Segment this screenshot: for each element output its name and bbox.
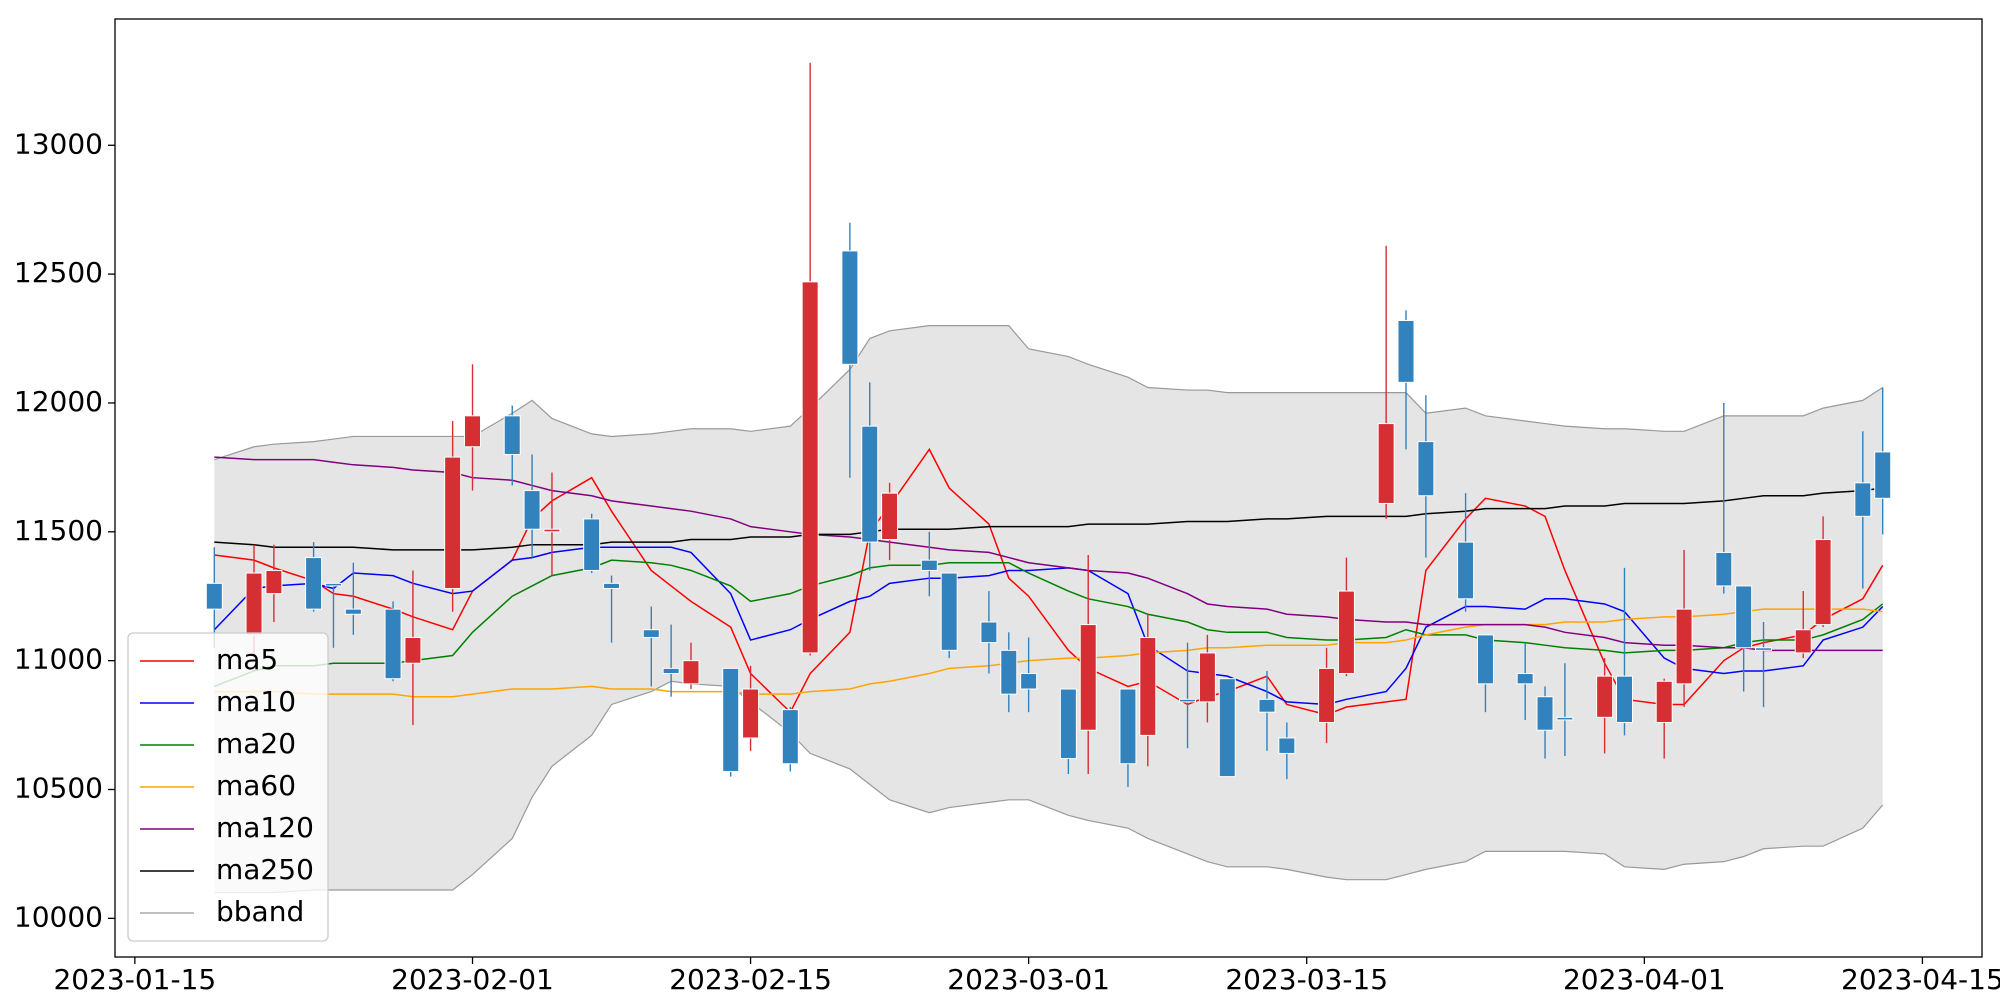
candle-body <box>980 621 998 644</box>
bband-area <box>214 325 1883 893</box>
candle-body <box>603 582 621 589</box>
candle-layer <box>205 62 1892 787</box>
candle-body <box>1655 680 1673 723</box>
candle-body <box>384 608 402 680</box>
y-tick-label: 10000 <box>14 900 103 933</box>
candle-body <box>642 629 660 638</box>
candle-body <box>1596 675 1614 718</box>
candle-body <box>1476 634 1494 685</box>
ma-line <box>214 456 1883 652</box>
candle-body <box>265 569 283 595</box>
candle-body <box>1615 675 1633 723</box>
legend-label: ma250 <box>216 853 314 886</box>
ma-line <box>213 546 1884 706</box>
x-tick-label: 2023-01-15 <box>53 963 216 996</box>
y-tick-label: 12500 <box>14 256 103 289</box>
candle-body <box>1079 624 1097 731</box>
candle-body <box>1179 698 1197 703</box>
candle-body <box>1397 320 1415 383</box>
candle-body <box>742 688 760 739</box>
y-tick-label: 13000 <box>14 127 103 160</box>
legend-box <box>127 632 329 942</box>
candle-body <box>1139 636 1157 736</box>
candle-body <box>1059 688 1077 760</box>
candle-body <box>1278 737 1296 754</box>
candle-body <box>1198 652 1216 703</box>
candle-body <box>464 415 482 448</box>
candle-body <box>1874 451 1892 499</box>
candle-body <box>1417 441 1435 497</box>
candle-body <box>1675 608 1693 685</box>
candle-body <box>801 281 819 654</box>
x-tick-label: 2023-03-15 <box>1225 963 1388 996</box>
legend-label: ma120 <box>216 811 314 844</box>
candle-body <box>245 572 263 636</box>
x-tick-label: 2023-02-15 <box>669 963 832 996</box>
bband-lower <box>214 680 1884 894</box>
candle-body <box>1735 585 1753 649</box>
candle-body <box>881 492 899 541</box>
candle-body <box>1755 647 1773 651</box>
candle-body <box>1020 673 1038 690</box>
y-tick-label: 12000 <box>14 385 103 418</box>
candle-body <box>543 528 561 533</box>
legend-label: ma5 <box>216 643 278 676</box>
x-tick-label: 2023-03-01 <box>947 963 1110 996</box>
y-tick-label: 11000 <box>14 643 103 676</box>
candle-body <box>662 667 680 675</box>
candle-body <box>1814 539 1832 626</box>
candle-body <box>1377 423 1395 504</box>
candle-body <box>682 660 700 685</box>
candle-body <box>1536 696 1554 731</box>
candle-body <box>1794 629 1812 654</box>
candle-body <box>722 667 740 772</box>
y-tick-label: 10500 <box>14 772 103 805</box>
ma-line <box>214 487 1883 551</box>
legend-label: bband <box>216 895 304 928</box>
candle-body <box>940 572 958 651</box>
legend-label: ma10 <box>216 685 296 718</box>
candle-body <box>841 250 859 365</box>
candle-body <box>523 490 541 530</box>
candle-body <box>781 709 799 765</box>
candle-body <box>305 557 323 610</box>
legend-label: ma20 <box>216 727 296 760</box>
candle-body <box>404 636 422 664</box>
candle-body <box>1516 673 1534 685</box>
candle-body <box>861 425 879 543</box>
candle-body <box>1258 698 1276 713</box>
candle-body <box>1556 716 1574 721</box>
plot-frame <box>114 18 1983 958</box>
candle-body <box>503 415 521 456</box>
candle-body <box>1854 482 1872 517</box>
candle-body <box>1337 590 1355 675</box>
axis-layer: 10000 10500 11000 11500 12000 12500 13000 2023-… <box>14 18 2000 996</box>
candle-body <box>205 582 223 610</box>
candle-body <box>324 582 342 587</box>
legend-label: ma60 <box>216 769 296 802</box>
x-tick-label: 2023-04-01 <box>1563 963 1726 996</box>
candle-body <box>1318 667 1336 724</box>
line-layer <box>213 447 1884 716</box>
candle-body <box>1119 688 1137 765</box>
ma-line <box>214 608 1883 698</box>
candle-body <box>920 559 938 571</box>
x-tick-label: 2023-04-15 <box>1841 963 2000 996</box>
candle-body <box>1000 649 1018 695</box>
candle-body <box>583 518 601 571</box>
candle-body <box>344 608 362 615</box>
candle-body <box>444 456 462 590</box>
candle-body <box>1715 551 1733 587</box>
legend: ma5 ma10 ma20 ma60 ma120 ma250 bband <box>127 632 329 942</box>
y-tick-label: 11500 <box>14 514 103 547</box>
candle-body <box>1457 541 1475 600</box>
x-tick-label: 2023-02-01 <box>391 963 554 996</box>
candle-body <box>1218 678 1236 778</box>
ma-line <box>214 559 1884 688</box>
